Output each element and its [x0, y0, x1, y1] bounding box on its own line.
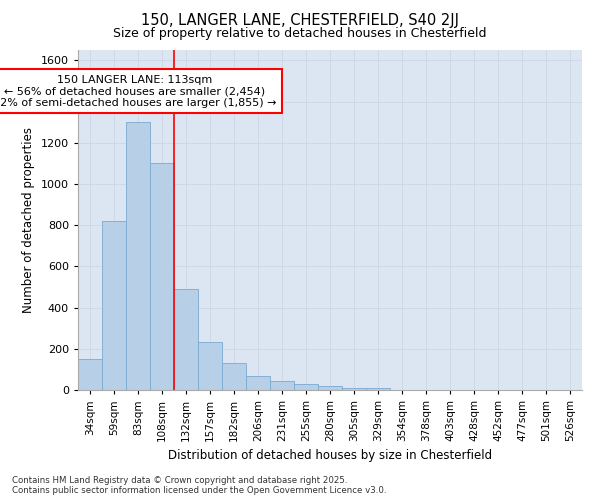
Bar: [222, 363, 246, 390]
Bar: [102, 221, 126, 390]
Bar: [246, 376, 270, 390]
Bar: [294, 384, 318, 390]
Bar: [126, 122, 150, 390]
Bar: [366, 388, 390, 390]
Bar: [342, 388, 366, 390]
Bar: [150, 164, 174, 390]
Text: Size of property relative to detached houses in Chesterfield: Size of property relative to detached ho…: [113, 28, 487, 40]
Bar: [198, 342, 222, 390]
X-axis label: Distribution of detached houses by size in Chesterfield: Distribution of detached houses by size …: [168, 450, 492, 462]
Text: 150, LANGER LANE, CHESTERFIELD, S40 2JJ: 150, LANGER LANE, CHESTERFIELD, S40 2JJ: [141, 12, 459, 28]
Bar: [270, 380, 294, 390]
Bar: [174, 289, 198, 390]
Y-axis label: Number of detached properties: Number of detached properties: [22, 127, 35, 313]
Text: Contains HM Land Registry data © Crown copyright and database right 2025.
Contai: Contains HM Land Registry data © Crown c…: [12, 476, 386, 495]
Text: 150 LANGER LANE: 113sqm
← 56% of detached houses are smaller (2,454)
42% of semi: 150 LANGER LANE: 113sqm ← 56% of detache…: [0, 74, 276, 108]
Bar: [78, 359, 102, 390]
Bar: [318, 386, 342, 390]
